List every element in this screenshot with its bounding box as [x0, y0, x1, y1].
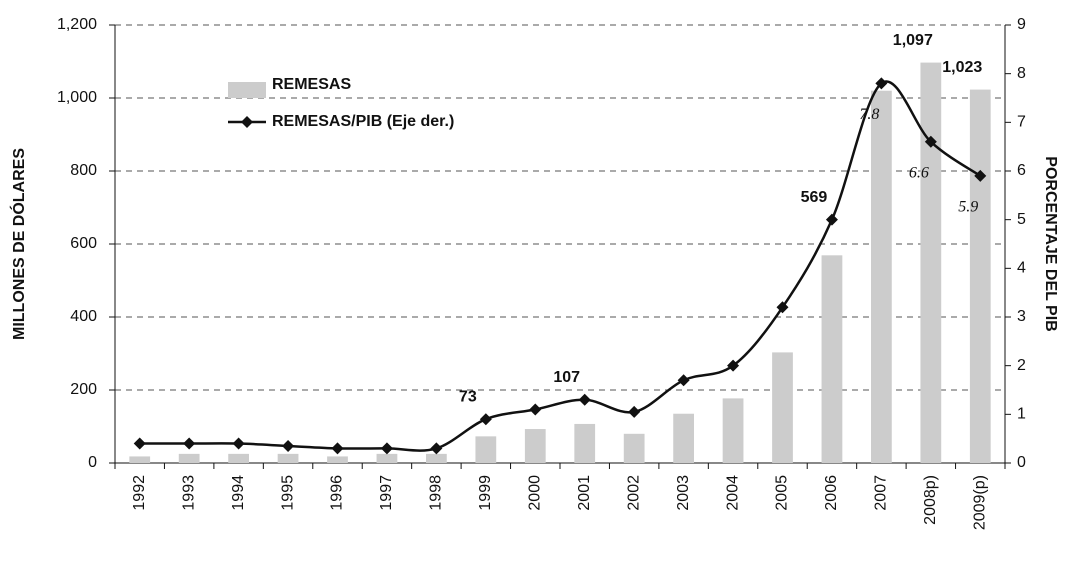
line-marker: [183, 437, 196, 450]
bar: [920, 62, 942, 463]
y-tick-label: 800: [70, 162, 97, 179]
x-tick-label: 1998: [428, 475, 445, 511]
line-value-label: 7.8: [859, 106, 879, 123]
bar: [871, 90, 892, 463]
x-tick-label: 2004: [724, 475, 741, 511]
line-marker: [380, 442, 393, 455]
bar-value-label: 107: [553, 369, 580, 386]
y-tick-label: 1,000: [57, 89, 97, 106]
y-tick-label: 200: [70, 381, 97, 398]
y2-tick-label: 6: [1017, 162, 1026, 179]
bar: [821, 255, 843, 463]
line-value-label: 5.9: [958, 199, 978, 216]
bar: [129, 456, 151, 463]
x-tick-label: 2002: [625, 475, 642, 511]
line-marker: [430, 442, 443, 455]
x-tick-label: 2001: [576, 475, 593, 511]
legend-label: REMESAS/PIB (Eje der.): [272, 113, 454, 130]
y2-tick-label: 7: [1017, 114, 1026, 131]
line-marker: [825, 213, 838, 226]
bar: [623, 433, 645, 463]
y-axis-title: MILLONES DE DÓLARES: [9, 148, 28, 340]
x-tick-label: 1995: [279, 475, 296, 511]
legend-label: REMESAS: [272, 76, 351, 93]
line-marker: [727, 359, 740, 372]
x-tick-label: 2006: [823, 475, 840, 511]
bar: [722, 398, 744, 463]
bar: [574, 423, 596, 463]
bar: [524, 429, 546, 463]
bar: [673, 413, 694, 463]
x-tick-label: 1992: [131, 475, 148, 511]
y2-tick-label: 8: [1017, 65, 1026, 82]
line: [139, 80, 981, 452]
y2-tick-label: 0: [1017, 454, 1026, 471]
bar: [277, 453, 299, 463]
y2-tick-label: 4: [1017, 260, 1026, 277]
legend-marker: [241, 116, 253, 128]
x-tick-label: 2003: [675, 475, 692, 511]
line-marker: [133, 437, 146, 450]
line-marker: [974, 169, 987, 182]
y2-axis-title: PORCENTAJE DEL PIB: [1042, 156, 1059, 331]
line-marker: [628, 405, 641, 418]
x-tick-label: 1994: [230, 475, 247, 511]
y-tick-label: 400: [70, 308, 97, 325]
y2-tick-label: 5: [1017, 211, 1026, 228]
bar-value-label: 569: [801, 189, 828, 206]
line-marker: [677, 374, 690, 387]
bar: [327, 456, 348, 463]
x-tick-label: 2008p): [922, 475, 939, 525]
x-tick-label: 2007: [873, 475, 890, 511]
x-tick-label: 1996: [329, 475, 346, 511]
bar: [475, 436, 497, 463]
bar-value-label: 73: [459, 388, 477, 405]
line-marker: [331, 442, 344, 455]
bar: [426, 453, 447, 463]
line-marker: [924, 135, 937, 148]
y2-tick-label: 2: [1017, 357, 1026, 374]
y-tick-label: 0: [88, 454, 97, 471]
bar-value-label: 1,097: [893, 32, 933, 49]
x-tick-label: 1993: [180, 475, 197, 511]
line-value-label: 6.6: [909, 164, 929, 181]
bar: [376, 453, 398, 463]
bar: [228, 453, 249, 463]
y2-tick-label: 3: [1017, 308, 1026, 325]
y-tick-label: 1,200: [57, 16, 97, 33]
bar-value-label: 1,023: [942, 59, 982, 76]
x-tick-label: 1997: [378, 475, 395, 511]
line-marker: [282, 439, 295, 452]
y2-tick-label: 1: [1017, 406, 1026, 423]
line-marker: [776, 301, 789, 314]
bar: [178, 453, 200, 463]
y2-tick-label: 9: [1017, 16, 1026, 33]
line-marker: [529, 403, 542, 416]
y-tick-label: 600: [70, 235, 97, 252]
x-tick-label: 2009(p): [971, 475, 988, 530]
line-marker: [479, 413, 492, 426]
x-tick-label: 2005: [774, 475, 791, 511]
legend-swatch: [228, 82, 266, 98]
bar: [969, 89, 991, 463]
line-marker: [875, 77, 888, 90]
x-tick-label: 1999: [477, 475, 494, 511]
line-marker: [232, 437, 245, 450]
x-tick-label: 2000: [526, 475, 543, 511]
line-marker: [578, 393, 591, 406]
bar: [772, 352, 793, 463]
